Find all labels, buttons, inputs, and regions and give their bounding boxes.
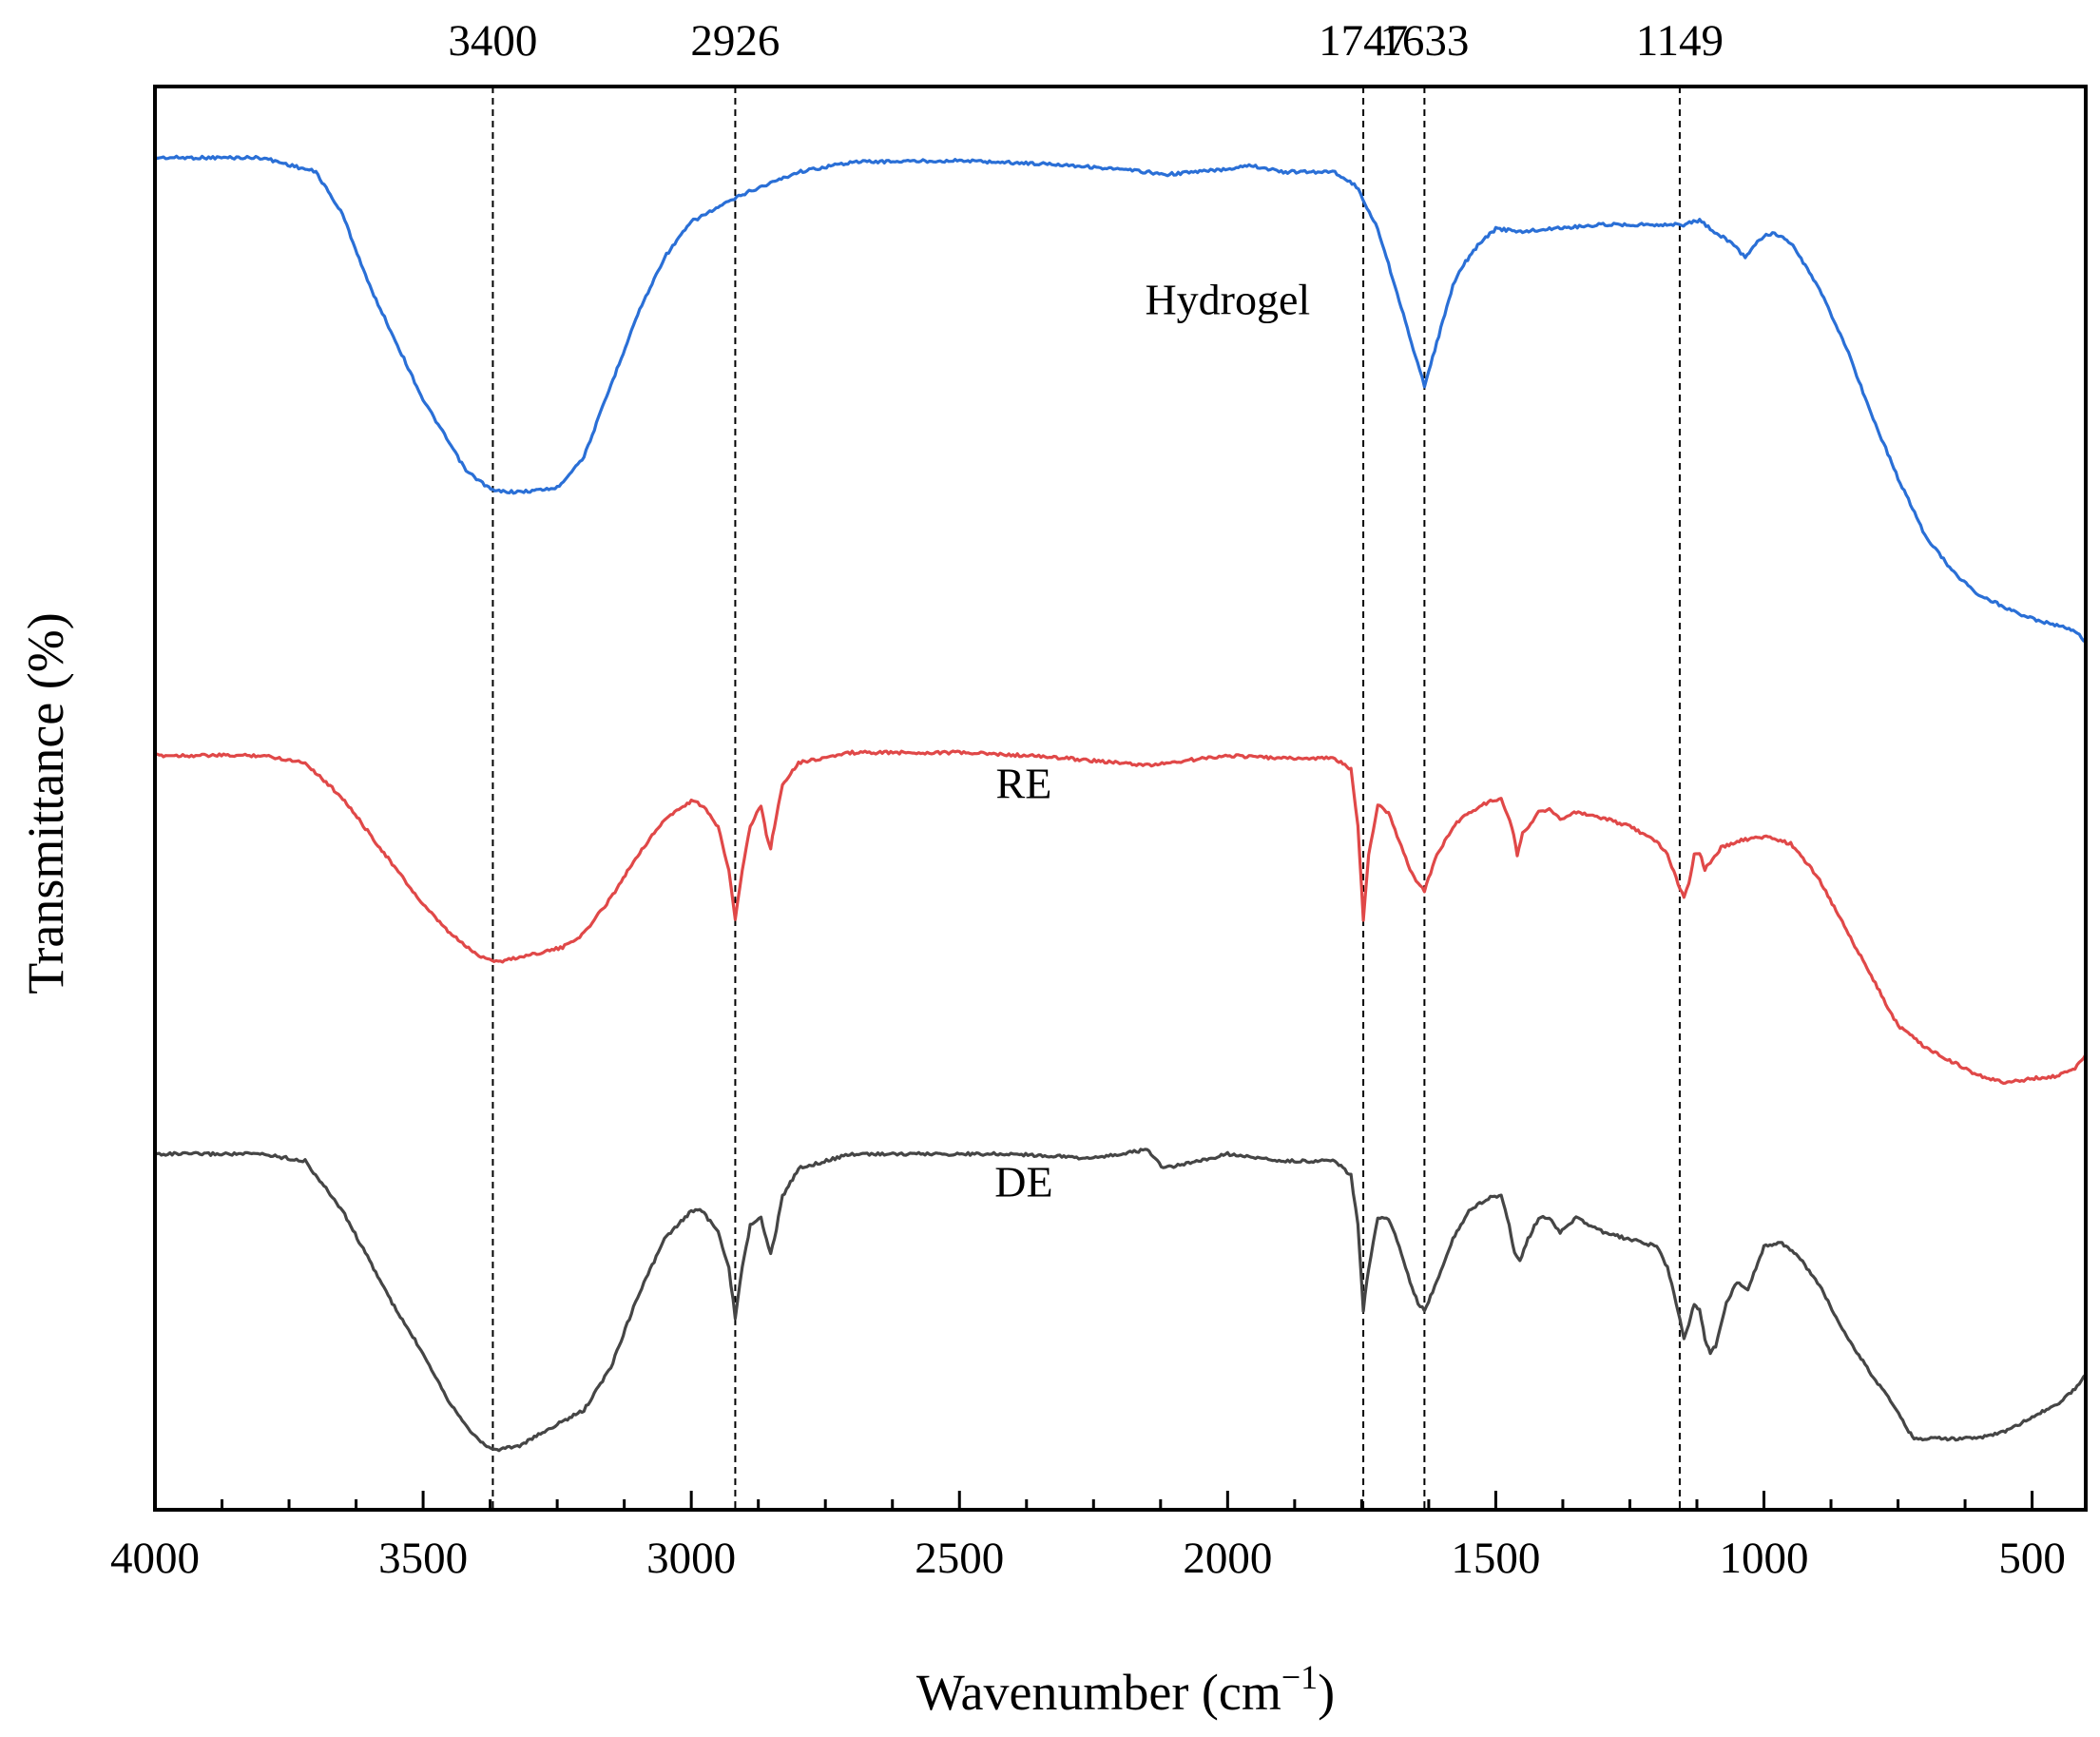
peak-marker-lines xyxy=(491,87,1681,1510)
x-axis-title: Wavenumber (cm−1) xyxy=(916,1658,1335,1721)
series-label-hydrogel: Hydrogel xyxy=(1145,276,1310,324)
series-line-hydrogel xyxy=(155,154,2086,644)
plot-frame xyxy=(153,85,2088,1512)
spectra-series xyxy=(155,154,2086,1453)
series-line-de xyxy=(155,1148,2086,1453)
x-tick-label: 1500 xyxy=(1451,1534,1540,1583)
peak-marker-label: 1747 xyxy=(1319,16,1408,66)
peak-marker-label: 2926 xyxy=(690,16,780,66)
series-label-re: RE xyxy=(996,760,1052,808)
x-tick-label: 3000 xyxy=(646,1534,736,1583)
x-tick-label: 2500 xyxy=(915,1534,1004,1583)
x-tick-label: 3500 xyxy=(378,1534,468,1583)
y-axis-title: Transmittance (%) xyxy=(17,612,74,994)
x-tick-label: 1000 xyxy=(1720,1534,1809,1583)
series-labels: Hydrogel RE DE xyxy=(994,276,1310,1206)
x-tick-label: 2000 xyxy=(1183,1534,1272,1583)
series-line-re xyxy=(155,749,2086,1085)
x-tick-label: 4000 xyxy=(110,1534,200,1583)
peak-marker-label: 1149 xyxy=(1636,16,1724,66)
peak-marker-label: 3400 xyxy=(448,16,537,66)
peak-marker-label: 1633 xyxy=(1379,16,1469,66)
x-tick-label: 500 xyxy=(1998,1534,2066,1583)
series-label-de: DE xyxy=(994,1158,1052,1206)
x-axis-ticks: 4000 3500 3000 2500 2000 1500 1000 500 xyxy=(110,1491,2066,1583)
